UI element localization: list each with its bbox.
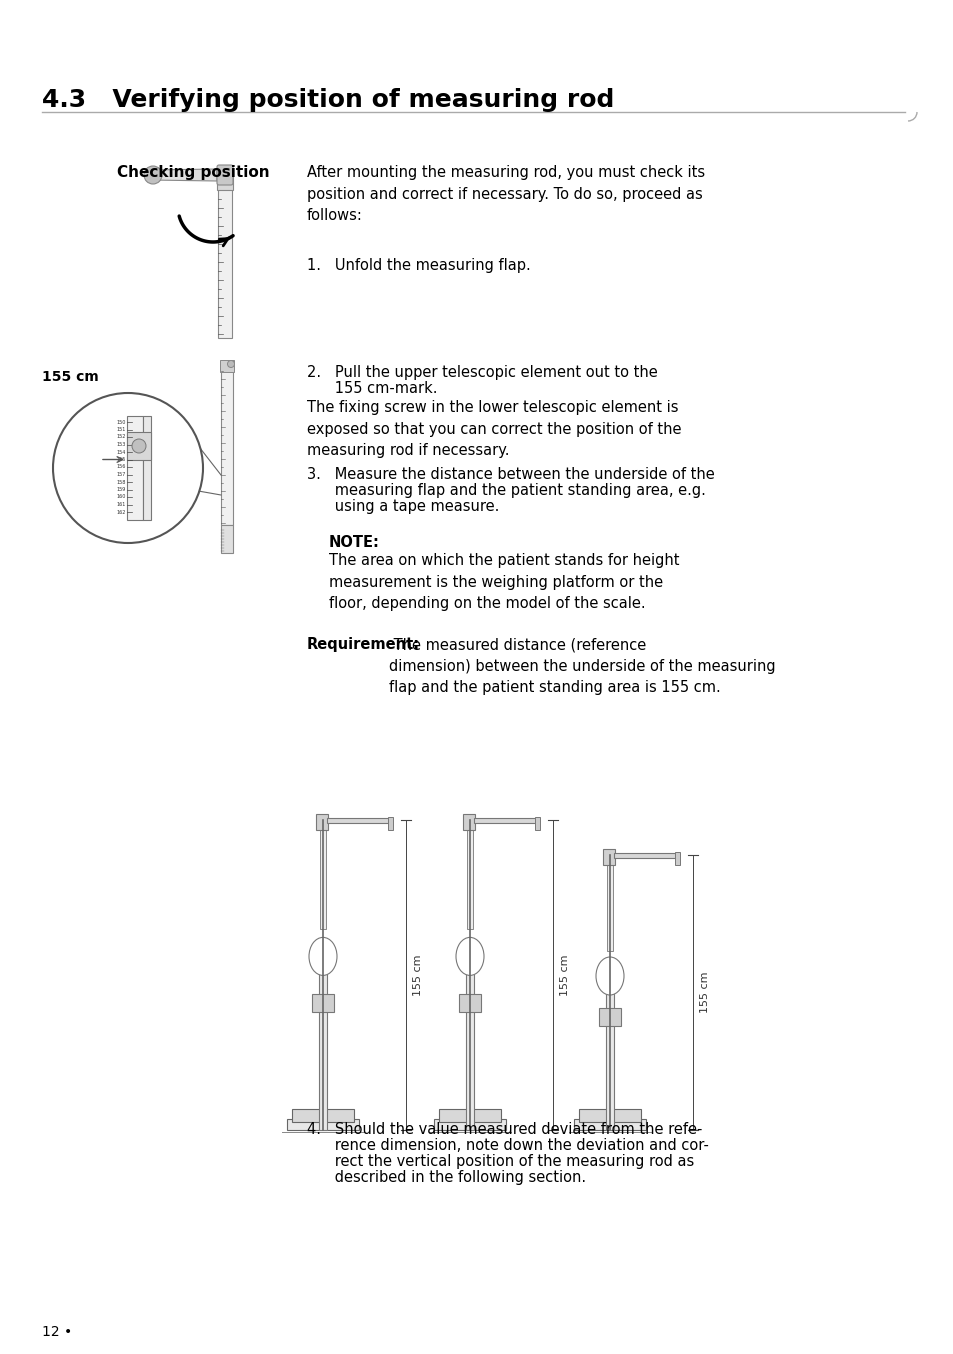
Text: After mounting the measuring rod, you must check its
position and correct if nec: After mounting the measuring rod, you mu… (307, 165, 704, 223)
Text: measuring flap and the patient standing area, e.g.: measuring flap and the patient standing … (307, 483, 705, 498)
FancyBboxPatch shape (465, 944, 474, 1131)
Text: 155 cm: 155 cm (413, 955, 422, 995)
Text: 157: 157 (116, 473, 126, 477)
Text: 155: 155 (116, 458, 126, 462)
Circle shape (132, 439, 146, 454)
Text: 159: 159 (116, 487, 126, 492)
Ellipse shape (456, 937, 483, 975)
Text: 154: 154 (116, 450, 126, 455)
FancyBboxPatch shape (388, 816, 393, 830)
Text: NOTE:: NOTE: (329, 535, 379, 550)
Ellipse shape (596, 957, 623, 995)
Text: using a tape measure.: using a tape measure. (307, 500, 498, 515)
FancyBboxPatch shape (221, 525, 233, 552)
Ellipse shape (309, 937, 336, 975)
Text: 3.   Measure the distance between the underside of the: 3. Measure the distance between the unde… (307, 467, 714, 482)
Text: rect the vertical position of the measuring rod as: rect the vertical position of the measur… (307, 1154, 694, 1169)
Text: The area on which the patient stands for height
measurement is the weighing plat: The area on which the patient stands for… (329, 552, 679, 611)
Text: 12 •: 12 • (42, 1326, 72, 1339)
FancyBboxPatch shape (318, 944, 327, 1131)
FancyBboxPatch shape (434, 1118, 505, 1131)
FancyBboxPatch shape (675, 852, 679, 865)
Text: 158: 158 (116, 479, 126, 485)
FancyBboxPatch shape (474, 818, 538, 823)
Text: 153: 153 (116, 441, 126, 447)
Text: 155 cm: 155 cm (559, 955, 569, 995)
FancyBboxPatch shape (221, 368, 233, 525)
FancyBboxPatch shape (127, 432, 151, 460)
Text: 162: 162 (116, 509, 126, 515)
FancyBboxPatch shape (220, 360, 233, 372)
FancyBboxPatch shape (216, 165, 233, 185)
FancyBboxPatch shape (218, 185, 232, 338)
FancyBboxPatch shape (614, 853, 679, 858)
Text: Requirement:: Requirement: (307, 636, 419, 653)
FancyBboxPatch shape (127, 416, 143, 520)
Text: The fixing screw in the lower telescopic element is
exposed so that you can corr: The fixing screw in the lower telescopic… (307, 399, 680, 458)
FancyBboxPatch shape (462, 814, 475, 830)
Polygon shape (145, 169, 216, 181)
Text: 151: 151 (116, 427, 126, 432)
FancyBboxPatch shape (535, 816, 539, 830)
FancyBboxPatch shape (216, 168, 233, 190)
Circle shape (53, 393, 203, 543)
FancyBboxPatch shape (287, 1118, 358, 1131)
Text: 155 cm-mark.: 155 cm-mark. (307, 380, 437, 395)
FancyBboxPatch shape (458, 994, 480, 1013)
FancyBboxPatch shape (292, 1109, 354, 1122)
FancyBboxPatch shape (467, 821, 473, 929)
FancyBboxPatch shape (438, 1109, 500, 1122)
Text: described in the following section.: described in the following section. (307, 1170, 585, 1185)
FancyBboxPatch shape (327, 818, 392, 823)
Text: rence dimension, note down the deviation and cor-: rence dimension, note down the deviation… (307, 1137, 708, 1154)
Text: 2.   Pull the upper telescopic element out to the: 2. Pull the upper telescopic element out… (307, 366, 657, 380)
FancyBboxPatch shape (605, 965, 614, 1131)
FancyBboxPatch shape (606, 854, 613, 952)
Text: 156: 156 (116, 464, 126, 470)
FancyBboxPatch shape (315, 814, 328, 830)
Text: 161: 161 (116, 502, 126, 506)
FancyBboxPatch shape (143, 416, 151, 520)
Text: 4.3   Verifying position of measuring rod: 4.3 Verifying position of measuring rod (42, 88, 614, 112)
FancyBboxPatch shape (574, 1118, 645, 1131)
FancyBboxPatch shape (312, 994, 334, 1013)
Text: 155 cm: 155 cm (700, 972, 709, 1013)
FancyBboxPatch shape (598, 1007, 620, 1025)
Text: 155 cm: 155 cm (42, 370, 99, 385)
FancyBboxPatch shape (319, 821, 326, 929)
Text: 152: 152 (116, 435, 126, 440)
Circle shape (227, 360, 234, 367)
Text: Checking position: Checking position (117, 165, 270, 180)
Text: 4.   Should the value measured deviate from the refe-: 4. Should the value measured deviate fro… (307, 1122, 701, 1137)
FancyBboxPatch shape (578, 1109, 640, 1122)
Circle shape (144, 167, 162, 184)
FancyBboxPatch shape (602, 849, 615, 865)
Text: The measured distance (reference
dimension) between the underside of the measuri: The measured distance (reference dimensi… (389, 636, 775, 695)
Text: 1.   Unfold the measuring flap.: 1. Unfold the measuring flap. (307, 259, 530, 274)
Text: 150: 150 (116, 420, 126, 425)
Text: 160: 160 (116, 494, 126, 500)
